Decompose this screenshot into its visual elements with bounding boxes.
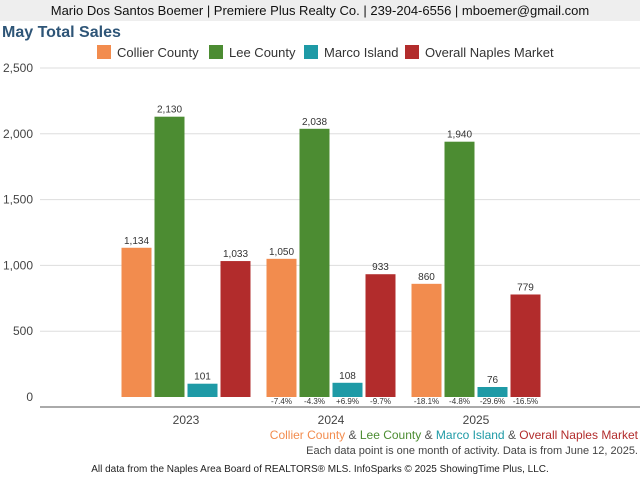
bar-marco-island-2025[interactable] [477, 386, 508, 397]
value-label: 1,050 [269, 247, 294, 258]
legend-item-overall-naples-market[interactable]: Overall Naples Market [405, 45, 554, 61]
bar-overall-naples-market-2024[interactable] [365, 274, 396, 397]
value-label: 2,038 [302, 117, 327, 128]
legend-swatch-collier-county [97, 45, 111, 59]
chart-title: May Total Sales [2, 24, 121, 41]
change-label: +6.9% [336, 397, 359, 406]
footer-source: All data from the Naples Area Board of R… [91, 464, 549, 475]
footer-separator: & [504, 428, 520, 442]
legend-swatch-overall-naples-market [405, 45, 419, 59]
bar-collier-county-2023[interactable] [121, 247, 152, 397]
footer-note: Each data point is one month of activity… [306, 445, 638, 457]
value-label: 108 [339, 371, 356, 382]
change-label: -9.7% [370, 397, 391, 406]
legend-label-overall-naples-market: Overall Naples Market [425, 45, 554, 60]
bar-layer [121, 116, 541, 397]
footer-separator: & [421, 428, 436, 442]
value-label: 76 [487, 375, 499, 386]
change-label: -7.4% [271, 397, 292, 406]
value-label: 1,134 [124, 236, 149, 247]
bar-lee-county-2023[interactable] [154, 116, 185, 397]
value-label: 779 [517, 282, 534, 293]
change-label: -29.6% [480, 397, 505, 406]
legend-item-lee-county[interactable]: Lee County [209, 45, 296, 61]
footer-series-overall-naples-market: Overall Naples Market [519, 428, 638, 442]
y-tick-label: 1,000 [3, 258, 33, 272]
legend-label-collier-county: Collier County [117, 45, 199, 60]
legend-label-lee-county: Lee County [229, 45, 296, 60]
legend-item-marco-island[interactable]: Marco Island [304, 45, 398, 61]
change-label: -4.8% [449, 397, 470, 406]
bar-lee-county-2025[interactable] [444, 141, 475, 397]
change-label: -4.3% [304, 397, 325, 406]
value-label: 933 [372, 262, 389, 273]
value-label: 860 [418, 272, 435, 283]
y-tick-label: 2,000 [3, 127, 33, 141]
y-tick-label: 2,500 [3, 61, 33, 75]
value-label: 2,130 [157, 105, 182, 116]
x-tick-label: 2025 [463, 413, 490, 427]
footer-series-lee-county: Lee County [359, 428, 422, 442]
value-label: 1,033 [223, 249, 248, 260]
y-tick-label: 0 [26, 390, 33, 404]
legend-swatch-lee-county [209, 45, 223, 59]
footer-series-collier-county: Collier County [269, 428, 346, 442]
bar-collier-county-2024[interactable] [266, 258, 297, 397]
x-tick-label: 2024 [318, 413, 345, 427]
legend-swatch-marco-island [304, 45, 318, 59]
y-tick-label: 1,500 [3, 193, 33, 207]
change-label: -18.1% [414, 397, 439, 406]
y-tick-label: 500 [13, 324, 33, 338]
bar-overall-naples-market-2023[interactable] [220, 261, 251, 397]
bar-overall-naples-market-2025[interactable] [510, 294, 541, 397]
bar-marco-island-2024[interactable] [332, 382, 363, 397]
label-layer: 2,500 2,000 1,500 1,000 500 0 2023 2024 2025 1,13… [3, 61, 538, 427]
bar-collier-county-2025[interactable] [411, 283, 442, 397]
bar-marco-island-2023[interactable] [187, 383, 218, 397]
legend-label-marco-island: Marco Island [324, 45, 399, 60]
legend-item-collier-county[interactable]: Collier County [97, 45, 199, 61]
footer-series-names: Collier County & Lee County & Marco Isla… [270, 428, 638, 442]
value-label: 101 [194, 372, 211, 383]
contact-header: Mario Dos Santos Boemer | Premiere Plus … [0, 0, 640, 21]
chart-legend: Collier County Lee County Marco Island O… [0, 44, 640, 62]
footer-separator: & [345, 428, 360, 442]
value-label: 1,940 [447, 130, 472, 141]
bar-lee-county-2024[interactable] [299, 128, 330, 397]
x-tick-label: 2023 [173, 413, 200, 427]
footer-series-marco-island: Marco Island [435, 428, 505, 442]
change-label: -16.5% [513, 397, 538, 406]
